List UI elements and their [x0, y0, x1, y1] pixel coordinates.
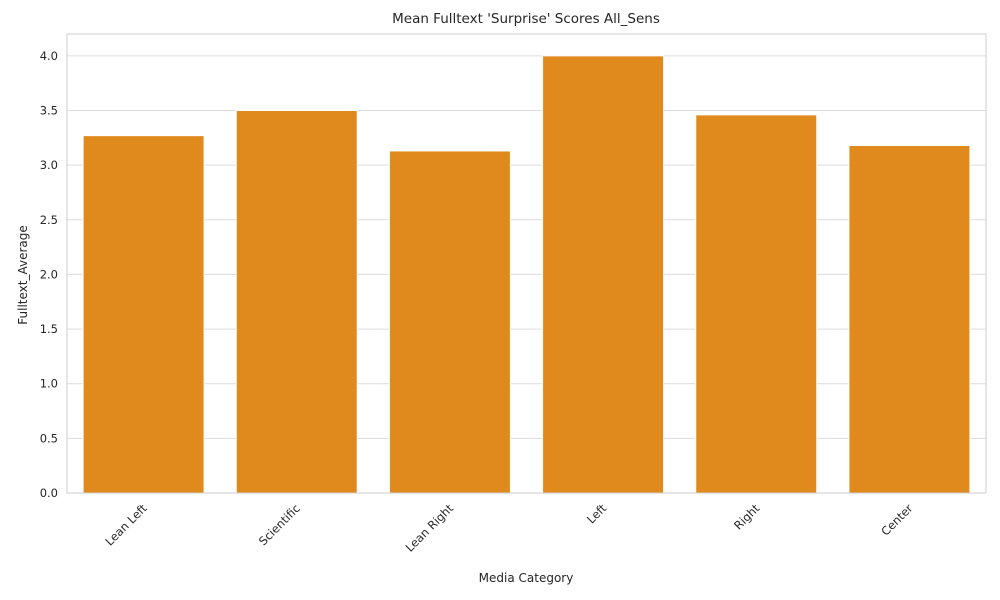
bar — [695, 114, 818, 494]
y-tick-label: 3.5 — [40, 104, 58, 118]
bars — [82, 55, 971, 494]
y-tick-label: 1.5 — [40, 322, 58, 336]
y-axis-label: Fulltext_Average — [16, 225, 30, 324]
y-tick-label: 4.0 — [40, 49, 58, 63]
grid-lines — [67, 55, 986, 494]
bar — [388, 150, 511, 494]
y-tick-label: 2.0 — [40, 267, 58, 281]
y-axis-ticks: 0.0 0.5 1.0 1.5 2.0 2.5 3.0 3.5 4.0 — [40, 49, 58, 500]
x-axis-ticks: Lean Left Scientific Lean Right Left Right Ce… — [102, 501, 915, 555]
plot-frame — [66, 33, 987, 494]
x-tick-label: Left — [584, 501, 610, 527]
y-tick-label: 0.0 — [40, 486, 58, 500]
y-tick-label: 0.5 — [40, 431, 58, 445]
bar — [542, 55, 665, 494]
bar — [235, 110, 358, 494]
x-tick-label: Right — [731, 501, 763, 533]
bar — [82, 135, 205, 494]
x-tick-label: Lean Left — [102, 501, 150, 549]
x-axis-label: Media Category — [479, 571, 574, 585]
x-tick-label: Scientific — [256, 501, 303, 548]
x-tick-label: Center — [878, 501, 915, 538]
y-tick-label: 1.0 — [40, 377, 58, 391]
chart-title: Mean Fulltext 'Surprise' Scores All_Sens — [392, 11, 660, 27]
y-tick-label: 2.5 — [40, 213, 58, 227]
y-tick-label: 3.0 — [40, 158, 58, 172]
x-tick-label: Lean Right — [403, 501, 457, 555]
bar — [848, 144, 971, 494]
